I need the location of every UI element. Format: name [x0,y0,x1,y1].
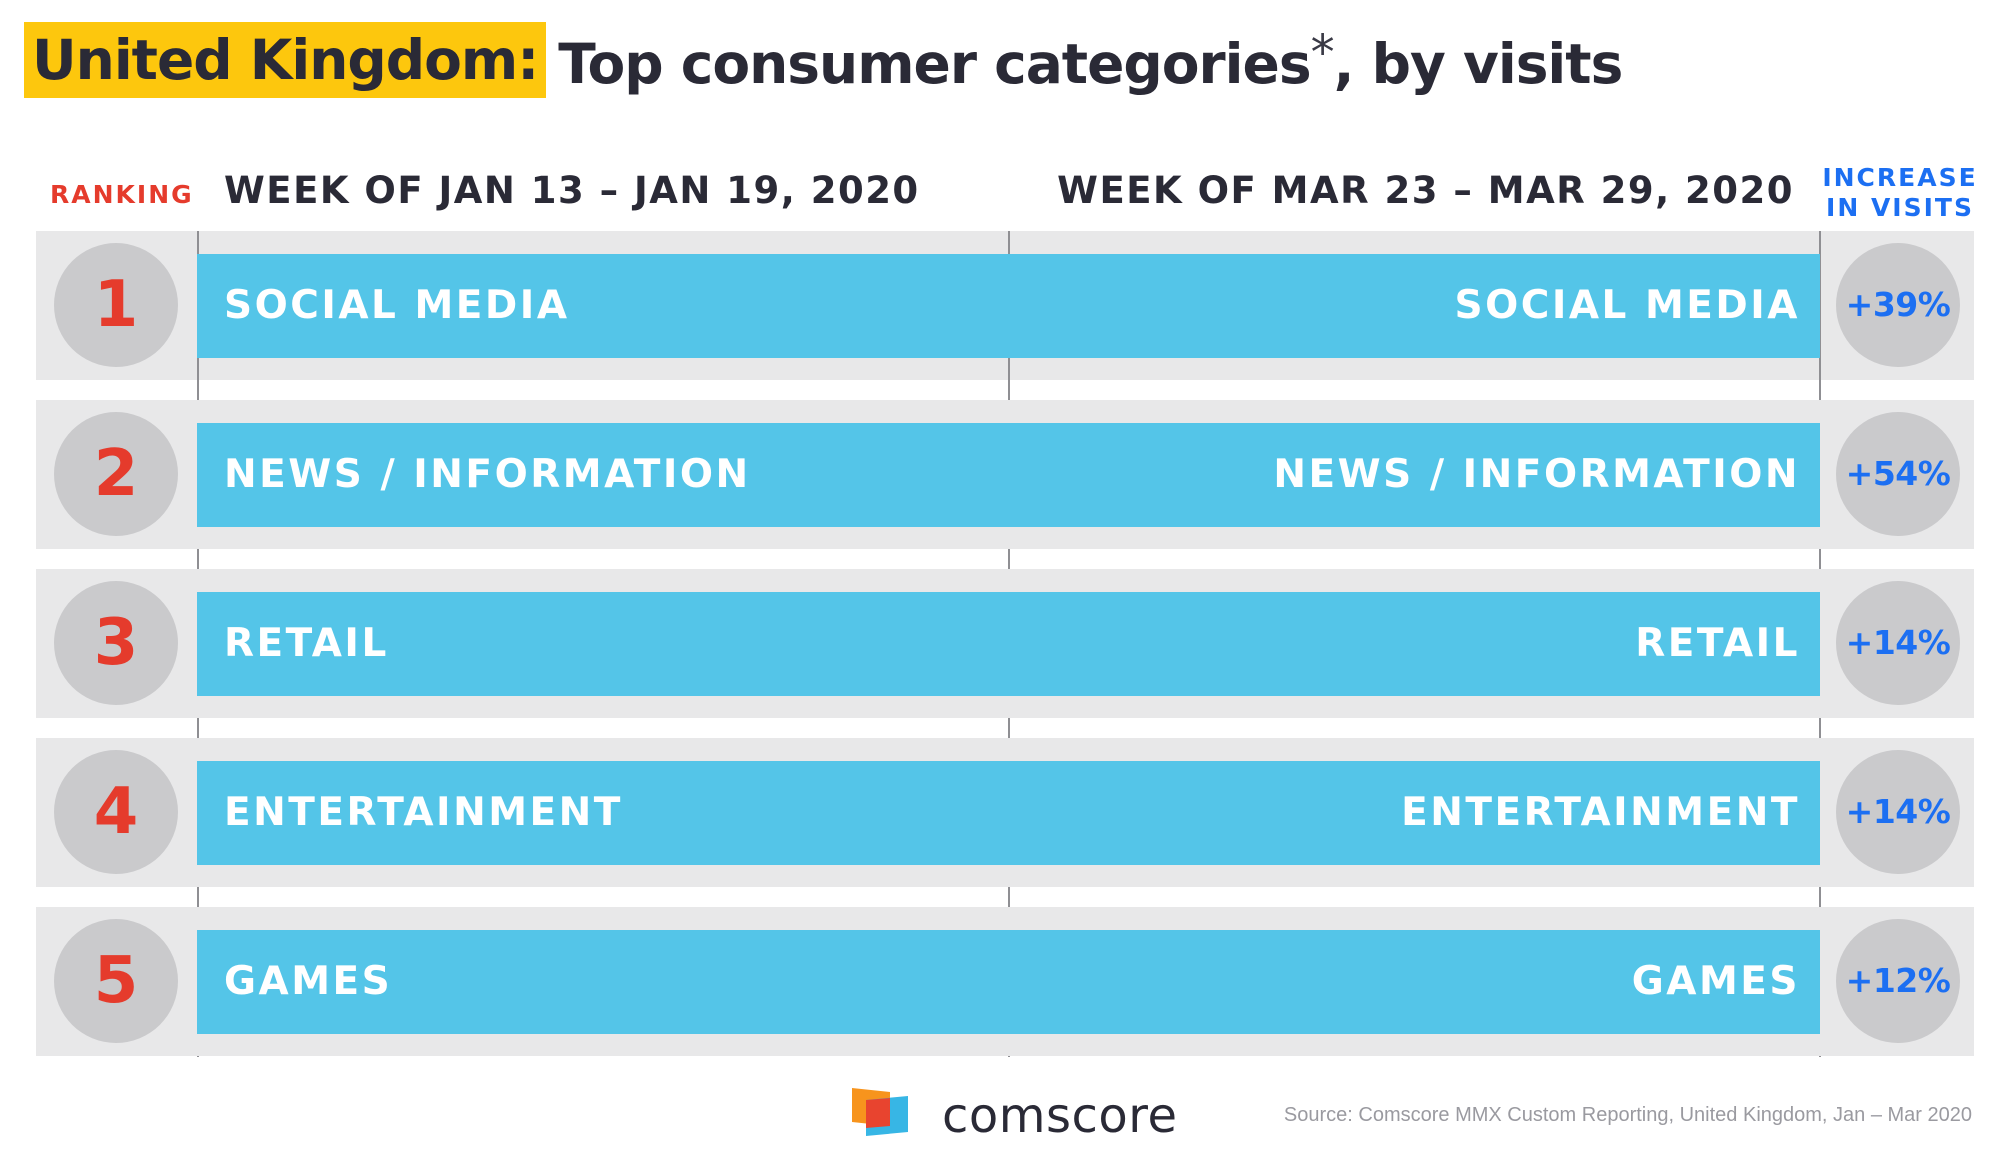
logo-text: comscore [942,1088,1178,1144]
category-after-label: RETAIL [1635,621,1800,666]
source-note: Source: Comscore MMX Custom Reporting, U… [1283,1104,1972,1126]
increase-badge: +14% [1836,581,1960,705]
category-after-label: ENTERTAINMENT [1401,790,1800,835]
increase-header: INCREASE IN VISITS [1820,163,1980,223]
week-after-header: WEEK OF MAR 23 – MAR 29, 2020 [1057,169,1794,212]
comscore-logo: comscore [852,1088,1178,1144]
title-suffix: , by visits [1333,31,1624,96]
category-before-label: GAMES [224,959,393,1004]
title-highlight: United Kingdom: [24,22,547,98]
category-bar: ENTERTAINMENT ENTERTAINMENT [197,761,1820,865]
chart-title: United Kingdom: Top consumer categories*… [24,22,1624,98]
increase-header-line2: IN VISITS [1826,193,1974,222]
increase-badge: +54% [1836,412,1960,536]
comscore-logo-icon [852,1088,908,1136]
category-bar: RETAIL RETAIL [197,592,1820,696]
category-before-label: RETAIL [224,621,389,666]
week-before-header: WEEK OF JAN 13 – JAN 19, 2020 [224,169,920,212]
increase-badge: +39% [1836,243,1960,367]
increase-header-line1: INCREASE [1822,163,1978,192]
increase-badge: +14% [1836,750,1960,874]
category-after-label: GAMES [1631,959,1800,1004]
category-bar: NEWS / INFORMATION NEWS / INFORMATION [197,423,1820,527]
title-text: Top consumer categories [558,31,1311,96]
rank-badge: 2 [54,412,178,536]
category-bar: GAMES GAMES [197,930,1820,1034]
rank-badge: 5 [54,919,178,1043]
rank-badge: 3 [54,581,178,705]
category-after-label: NEWS / INFORMATION [1273,452,1800,497]
ranking-header: RANKING [50,180,194,209]
category-before-label: NEWS / INFORMATION [224,452,751,497]
rank-badge: 1 [54,243,178,367]
increase-badge: +12% [1836,919,1960,1043]
rank-badge: 4 [54,750,178,874]
title-main: Top consumer categories*, by visits [558,24,1624,96]
category-bar: SOCIAL MEDIA SOCIAL MEDIA [197,254,1820,358]
category-after-label: SOCIAL MEDIA [1454,283,1800,328]
category-before-label: SOCIAL MEDIA [224,283,570,328]
comscore-logo-mark [852,1088,918,1144]
category-before-label: ENTERTAINMENT [224,790,623,835]
title-asterisk: * [1310,24,1335,81]
